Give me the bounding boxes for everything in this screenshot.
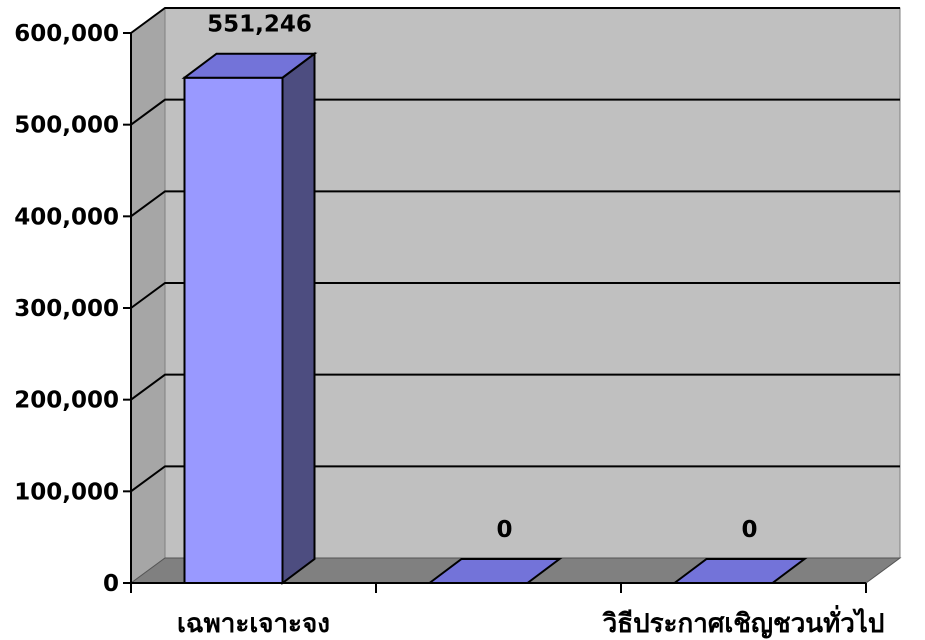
bar-2 <box>671 558 808 584</box>
data-label: 0 <box>496 517 512 543</box>
bar-front <box>183 76 284 585</box>
y-tick-label: 200,000 <box>14 388 119 414</box>
data-label: 0 <box>741 517 757 543</box>
x-category-label: วิธีประกาศเชิญชวนทั่วไป <box>602 604 884 639</box>
gridline <box>130 7 900 34</box>
data-label: 551,246 <box>207 12 312 38</box>
gridline <box>130 98 900 126</box>
bar-top <box>181 52 318 79</box>
y-tick-label: 400,000 <box>14 204 119 230</box>
y-tick-label: 300,000 <box>14 296 119 322</box>
y-tick-label: 600,000 <box>14 21 119 47</box>
gridlines <box>130 7 900 493</box>
gridline <box>130 465 900 493</box>
bar-side <box>281 51 316 585</box>
gridline <box>130 282 900 309</box>
bar-top <box>426 558 563 584</box>
gridline <box>130 190 900 218</box>
bar-1 <box>426 558 563 584</box>
gridline <box>130 373 900 401</box>
y-tick-label: 0 <box>103 571 119 597</box>
bar-0 <box>181 51 318 585</box>
labels: 0 100,000 200,000 300,000 400,000 500,000 600,… <box>14 12 884 639</box>
y-tick-label: 100,000 <box>14 479 119 505</box>
x-category-label: เฉพาะเจาะจง <box>177 609 330 639</box>
y-tick-label: 500,000 <box>14 113 119 139</box>
bar-top <box>671 558 808 584</box>
bars <box>181 51 808 585</box>
